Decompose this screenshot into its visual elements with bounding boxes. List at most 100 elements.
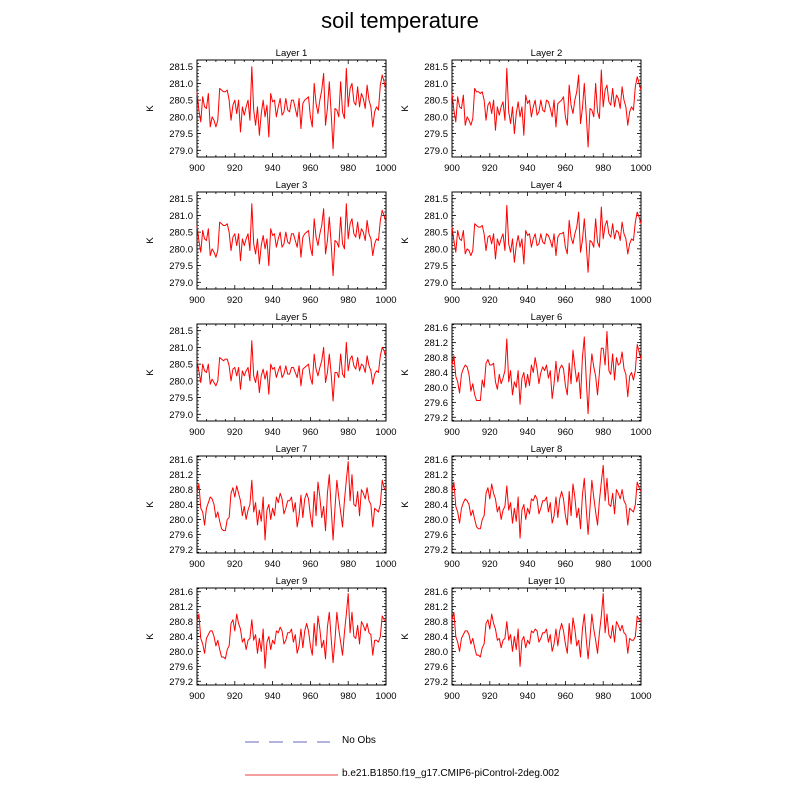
x-tick-label: 940 — [520, 295, 536, 306]
y-tick-label: 280.0 — [169, 647, 193, 658]
x-tick-label: 960 — [302, 163, 318, 174]
y-tick-label: 281.2 — [169, 602, 193, 613]
series-line — [451, 593, 642, 667]
y-tick-label: 279.0 — [169, 410, 193, 421]
x-tick-label: 1000 — [375, 559, 396, 570]
panel-title: Layer 6 — [531, 312, 563, 323]
x-tick-label: 960 — [557, 559, 573, 570]
chart-panel-9: Layer 9 900 920 940 960 980 1000 279.2 279.6 280.… — [145, 576, 397, 702]
x-tick-label: 1000 — [375, 691, 396, 702]
x-tick-label: 900 — [189, 691, 205, 702]
y-tick-label: 279.2 — [169, 677, 193, 688]
y-tick-label: 279.2 — [424, 545, 448, 556]
y-tick-label: 280.8 — [424, 353, 448, 364]
series-line — [451, 464, 642, 539]
y-axis-label: K — [145, 633, 156, 640]
y-tick-label: 281.5 — [169, 194, 193, 205]
x-tick-label: 920 — [482, 559, 498, 570]
x-tick-label: 940 — [520, 427, 536, 438]
x-tick-label: 960 — [302, 691, 318, 702]
x-tick-label: 920 — [482, 691, 498, 702]
panel-title: Layer 1 — [276, 48, 308, 59]
x-tick-label: 920 — [482, 163, 498, 174]
x-tick-label: 1000 — [630, 295, 651, 306]
chart-panel-6: Layer 6 900 920 940 960 980 1000 279.2 279.6 280.… — [400, 312, 652, 438]
y-tick-label: 279.5 — [424, 261, 448, 272]
plot-frame — [451, 191, 642, 290]
y-tick-label: 280.4 — [424, 500, 448, 511]
x-tick-label: 980 — [595, 559, 611, 570]
x-tick-label: 960 — [302, 295, 318, 306]
y-tick-label: 280.8 — [424, 485, 448, 496]
chart-panel-7: Layer 7 900 920 940 960 980 1000 279.2 279.6 280.… — [145, 444, 397, 570]
y-tick-label: 279.6 — [169, 662, 193, 673]
x-tick-label: 940 — [265, 163, 281, 174]
y-tick-label: 280.0 — [424, 383, 448, 394]
x-tick-label: 920 — [227, 691, 243, 702]
y-tick-label: 279.0 — [424, 146, 448, 157]
y-tick-label: 279.6 — [424, 398, 448, 409]
y-tick-label: 281.2 — [424, 602, 448, 613]
x-tick-label: 980 — [595, 427, 611, 438]
x-tick-label: 980 — [340, 691, 356, 702]
series-line — [196, 461, 387, 541]
x-tick-label: 1000 — [630, 163, 651, 174]
y-axis-label: K — [145, 501, 156, 508]
x-tick-label: 960 — [557, 163, 573, 174]
y-tick-label: 279.6 — [169, 530, 193, 541]
x-tick-label: 1000 — [630, 559, 651, 570]
plot-frame — [451, 59, 642, 158]
x-tick-label: 960 — [302, 427, 318, 438]
x-tick-label: 900 — [444, 295, 460, 306]
y-tick-label: 280.5 — [169, 360, 193, 371]
y-tick-label: 279.5 — [169, 129, 193, 140]
x-tick-label: 1000 — [375, 163, 396, 174]
x-tick-label: 920 — [482, 427, 498, 438]
plot-frame — [196, 587, 387, 686]
y-tick-label: 280.0 — [169, 112, 193, 123]
y-tick-label: 280.8 — [169, 617, 193, 628]
y-tick-label: 281.5 — [424, 62, 448, 73]
chart-panel-5: Layer 5 900 920 940 960 980 1000 279.0 279.5 280.… — [145, 312, 397, 438]
plot-frame — [196, 455, 387, 554]
x-tick-label: 980 — [595, 691, 611, 702]
panel-title: Layer 4 — [531, 180, 563, 191]
x-tick-label: 1000 — [630, 427, 651, 438]
y-tick-label: 281.6 — [424, 455, 448, 466]
y-tick-label: 281.2 — [169, 470, 193, 481]
x-tick-label: 1000 — [375, 295, 396, 306]
y-tick-label: 280.4 — [169, 500, 193, 511]
series-line — [451, 67, 642, 148]
y-tick-label: 279.0 — [169, 278, 193, 289]
page-title: soil temperature — [321, 8, 479, 33]
y-axis-label: K — [145, 237, 156, 244]
y-tick-label: 280.5 — [169, 96, 193, 107]
x-tick-label: 900 — [444, 427, 460, 438]
y-tick-label: 281.6 — [169, 587, 193, 598]
panel-title: Layer 5 — [276, 312, 308, 323]
y-tick-label: 280.0 — [169, 515, 193, 526]
y-tick-label: 281.5 — [424, 194, 448, 205]
series-line — [196, 66, 387, 150]
x-tick-label: 920 — [227, 295, 243, 306]
y-tick-label: 280.0 — [424, 647, 448, 658]
y-tick-label: 280.5 — [169, 228, 193, 239]
x-tick-label: 980 — [340, 427, 356, 438]
x-tick-label: 900 — [444, 163, 460, 174]
chart-panel-4: Layer 4 900 920 940 960 980 1000 279.0 279.5 280.… — [400, 180, 652, 306]
y-tick-label: 279.2 — [169, 545, 193, 556]
x-tick-label: 940 — [520, 163, 536, 174]
y-tick-label: 281.6 — [424, 587, 448, 598]
y-tick-label: 280.4 — [169, 632, 193, 643]
y-tick-label: 281.0 — [169, 211, 193, 222]
x-tick-label: 900 — [189, 163, 205, 174]
y-tick-label: 279.5 — [169, 393, 193, 404]
y-tick-label: 280.0 — [424, 112, 448, 123]
y-tick-label: 280.0 — [169, 244, 193, 255]
panel-title: Layer 9 — [276, 576, 308, 587]
panel-title: Layer 3 — [276, 180, 308, 191]
x-tick-label: 960 — [557, 427, 573, 438]
legend-label: No Obs — [342, 735, 376, 746]
